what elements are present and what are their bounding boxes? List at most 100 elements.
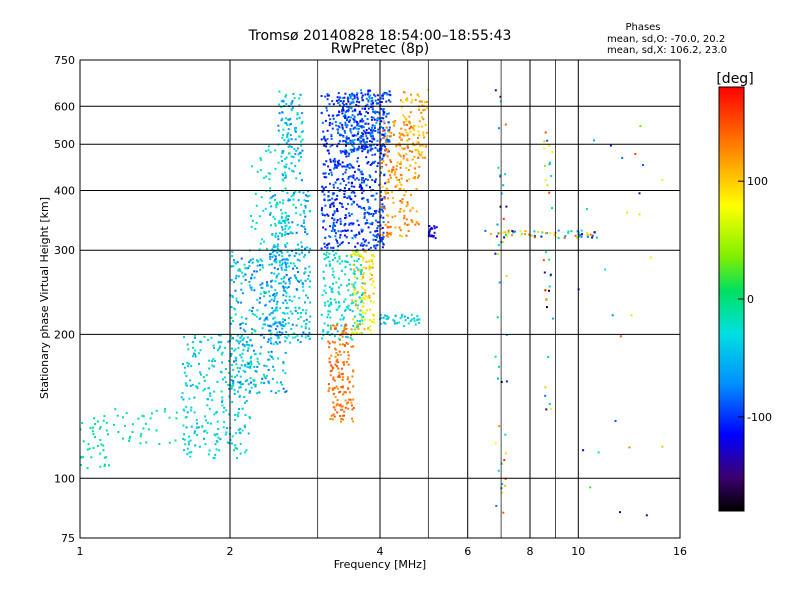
scatter-point xyxy=(282,318,284,321)
scatter-point xyxy=(290,138,293,141)
scatter-point xyxy=(353,250,355,253)
scatter-point xyxy=(332,324,334,327)
scatter-point xyxy=(356,124,359,127)
scatter-point xyxy=(331,274,334,276)
scatter-point xyxy=(302,225,305,228)
scatter-point xyxy=(273,295,276,298)
scatter-point xyxy=(399,144,402,147)
scatter-point xyxy=(374,247,377,250)
scatter-point xyxy=(366,162,369,165)
scatter-point xyxy=(285,103,288,105)
scatter-point xyxy=(361,118,364,121)
scatter-point xyxy=(503,236,506,239)
scatter-point xyxy=(384,322,387,325)
scatter-point xyxy=(352,174,355,177)
scatter-point xyxy=(335,124,338,127)
scatter-point xyxy=(370,300,372,303)
scatter-point xyxy=(208,449,211,452)
scatter-point xyxy=(348,188,351,190)
scatter-point xyxy=(282,301,285,304)
scatter-point xyxy=(327,190,330,193)
scatter-point xyxy=(290,145,293,148)
scatter-point xyxy=(361,294,363,296)
scatter-point xyxy=(275,306,278,309)
scatter-point xyxy=(339,150,342,153)
scatter-point xyxy=(326,129,329,132)
scatter-point xyxy=(263,291,266,294)
scatter-point xyxy=(296,289,299,292)
scatter-point xyxy=(232,320,234,322)
scatter-point xyxy=(418,134,421,137)
scatter-point xyxy=(247,267,250,270)
scatter-point xyxy=(369,164,372,166)
scatter-point xyxy=(274,320,277,323)
scatter-point xyxy=(288,123,291,126)
scatter-point xyxy=(563,237,566,239)
scatter-point xyxy=(402,121,405,124)
scatter-point xyxy=(661,445,664,448)
scatter-point xyxy=(399,207,402,210)
scatter-point xyxy=(340,332,343,335)
scatter-point xyxy=(489,233,492,235)
scatter-point xyxy=(332,213,335,216)
scatter-point xyxy=(550,407,553,410)
scatter-point xyxy=(274,255,277,258)
scatter-point xyxy=(506,235,509,238)
scatter-point xyxy=(333,298,336,301)
scatter-point xyxy=(395,176,398,179)
scatter-point xyxy=(274,199,276,201)
scatter-point xyxy=(357,258,360,260)
scatter-point xyxy=(368,266,371,269)
scatter-point xyxy=(380,240,383,242)
scatter-point xyxy=(277,238,280,241)
scatter-point xyxy=(383,173,386,176)
scatter-point xyxy=(593,231,596,234)
scatter-point xyxy=(344,165,347,168)
scatter-point xyxy=(279,259,282,262)
scatter-point xyxy=(237,269,240,272)
scatter-point xyxy=(286,312,289,315)
scatter-point xyxy=(504,452,507,455)
scatter-point xyxy=(304,204,307,207)
scatter-point xyxy=(327,340,330,343)
scatter-point xyxy=(399,210,402,213)
scatter-point xyxy=(348,106,351,109)
scatter-point xyxy=(386,231,389,234)
scatter-point xyxy=(371,124,374,127)
scatter-point xyxy=(298,280,301,283)
scatter-point xyxy=(332,193,335,196)
scatter-point xyxy=(351,420,354,423)
scatter-point xyxy=(413,127,416,130)
scatter-point xyxy=(221,396,224,399)
scatter-point xyxy=(339,223,342,225)
scatter-point xyxy=(369,186,371,189)
scatter-point xyxy=(278,219,281,222)
scatter-point xyxy=(325,142,328,145)
scatter-point xyxy=(351,332,353,334)
scatter-point xyxy=(338,262,341,265)
scatter-point xyxy=(382,160,385,163)
scatter-point xyxy=(348,283,350,286)
scatter-point xyxy=(284,117,287,120)
scatter-point xyxy=(287,140,290,143)
scatter-point xyxy=(381,145,384,147)
scatter-point xyxy=(323,258,326,261)
scatter-point xyxy=(270,271,273,274)
scatter-point xyxy=(411,158,414,161)
scatter-point xyxy=(356,96,359,99)
scatter-point xyxy=(377,240,380,243)
scatter-point xyxy=(353,291,356,294)
scatter-point xyxy=(368,264,371,267)
scatter-point xyxy=(181,392,184,395)
scatter-point xyxy=(308,327,311,330)
scatter-point xyxy=(282,220,285,223)
scatter-point xyxy=(412,125,415,127)
scatter-point xyxy=(415,188,418,191)
scatter-point xyxy=(342,108,345,111)
scatter-point xyxy=(537,231,540,233)
scatter-point xyxy=(86,448,89,451)
scatter-point xyxy=(168,416,171,419)
scatter-point xyxy=(282,286,285,289)
scatter-point xyxy=(375,121,378,124)
scatter-point xyxy=(341,330,344,333)
